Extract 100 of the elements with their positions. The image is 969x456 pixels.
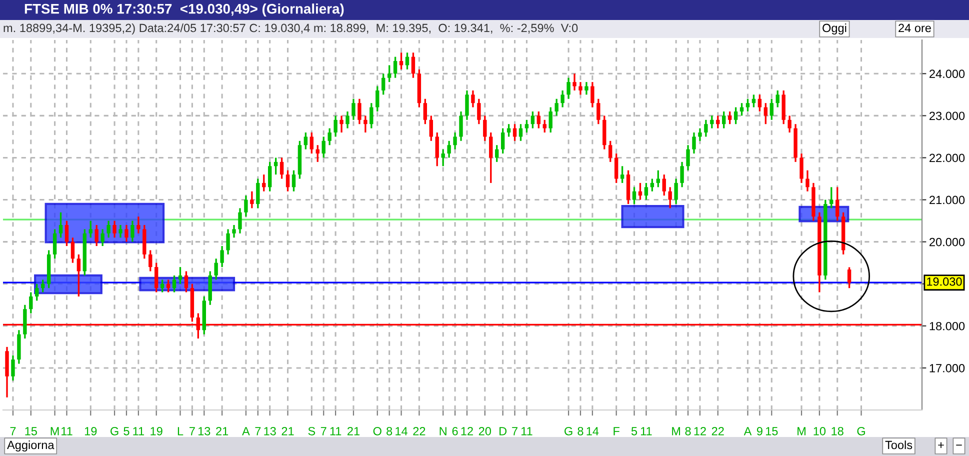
x-tick-label: 6 — [452, 426, 458, 436]
x-tick-label: A — [242, 427, 250, 436]
candlestick — [292, 170, 296, 192]
x-tick-label: 7 — [255, 427, 261, 436]
candlestick — [644, 182, 648, 201]
x-tick-label: 14 — [586, 427, 599, 436]
candlestick — [304, 132, 308, 150]
x-tick-label: 22 — [712, 426, 724, 436]
candlestick — [566, 77, 570, 100]
candlestick — [274, 156, 278, 176]
candlestick — [578, 81, 582, 96]
x-tick-label: 8 — [578, 426, 584, 436]
x-tick-label: 21 — [282, 426, 294, 436]
x-tick-label: D — [500, 427, 507, 436]
candlestick — [465, 90, 469, 121]
x-tick-label: 15 — [766, 427, 778, 436]
chart-title: FTSE MIB 0% 17:30:57 <19.030,49> (Giornaliera) — [24, 4, 344, 16]
candlestick — [500, 127, 505, 154]
candlestick — [29, 291, 33, 314]
ref-line-label: 19.030 — [927, 277, 962, 286]
candlestick — [435, 132, 439, 167]
x-tick-label: 20 — [478, 426, 492, 436]
candlestick — [364, 114, 368, 134]
candlestick — [650, 178, 654, 192]
x-tick-label: 7 — [10, 427, 16, 436]
candlestick — [776, 90, 780, 108]
y-tick-label: 17.000 — [930, 364, 965, 372]
candlestick — [524, 119, 529, 134]
x-tick-label: M — [798, 427, 806, 436]
candlestick — [118, 224, 122, 238]
candlestick — [148, 249, 152, 272]
candlestick — [346, 110, 350, 130]
candlestick — [393, 56, 398, 79]
y-tick-label: 22.000 — [930, 154, 965, 162]
candlestick — [112, 220, 116, 238]
x-tick-label: L — [178, 427, 184, 436]
candlestick — [806, 170, 810, 192]
candlestick — [226, 228, 230, 256]
x-tick-label: 8 — [685, 426, 691, 436]
x-tick-label: 15 — [25, 427, 37, 436]
candlestick — [178, 266, 182, 285]
candlestick — [638, 182, 642, 201]
candlestick — [536, 110, 541, 130]
candlestick — [596, 98, 600, 125]
candlestick — [554, 98, 558, 117]
x-tick-label: 10 — [814, 426, 826, 436]
x-tick-label: S — [308, 426, 316, 436]
candlestick — [836, 186, 840, 222]
candlestick — [106, 220, 110, 238]
candlestick — [256, 178, 260, 210]
text: Aggiorna — [7, 440, 54, 452]
candlestick — [483, 114, 487, 142]
candlestick — [232, 224, 236, 238]
x-tick-label: 21 — [216, 426, 228, 436]
candlestick — [716, 114, 720, 130]
x-tick-label: G — [110, 426, 118, 436]
candlestick — [788, 114, 792, 134]
candlestick — [518, 123, 523, 142]
candlestick — [506, 123, 511, 138]
candlestick — [340, 114, 344, 134]
candlestick — [214, 258, 218, 280]
candlestick — [154, 262, 158, 294]
candlestick — [76, 254, 81, 298]
x-tick-label: 5 — [631, 427, 638, 436]
x-tick-label: 9 — [756, 426, 762, 436]
candlestick — [471, 90, 475, 108]
x-tick-label: G — [857, 426, 865, 436]
x-tick-label: 21 — [348, 426, 360, 436]
x-tick-label: 12 — [694, 426, 706, 436]
candlestick — [698, 127, 702, 142]
candlestick — [830, 186, 834, 210]
chart-subtitle: m. 18899,34-M. 19395,2) Data:24/05 17:30:57 C: 19.030,4 m: 18.899, M: 19.395, O: 19.341, %: -2,59% V:0 — [4, 24, 578, 34]
x-tick-label: 5 — [124, 427, 130, 436]
x-tick-label: M — [50, 427, 59, 436]
candlestick — [100, 228, 104, 247]
candlestick — [40, 278, 45, 294]
x-tick-label: 7 — [320, 427, 326, 436]
text: Tools — [885, 440, 912, 450]
candlestick — [399, 52, 404, 70]
candlestick — [244, 194, 248, 218]
candlestick — [52, 228, 57, 260]
text: Oggi — [822, 24, 846, 34]
candlestick — [800, 152, 804, 184]
candlestick — [316, 144, 320, 163]
candlestick — [560, 90, 564, 108]
candlestick — [423, 98, 428, 125]
candlestick — [58, 212, 63, 238]
candlestick — [722, 110, 726, 130]
candlestick — [88, 220, 92, 238]
text: + — [938, 442, 944, 448]
candlestick — [381, 72, 386, 96]
x-tick-label: N — [440, 427, 446, 436]
candlestick — [405, 52, 410, 70]
candlestick — [429, 114, 433, 142]
candlestick — [238, 207, 242, 234]
x-tick-label: 13 — [198, 426, 210, 436]
candlestick — [334, 114, 338, 138]
y-tick-label: 24.000 — [930, 70, 965, 78]
candlestick — [262, 174, 266, 192]
candlestick — [358, 98, 362, 125]
